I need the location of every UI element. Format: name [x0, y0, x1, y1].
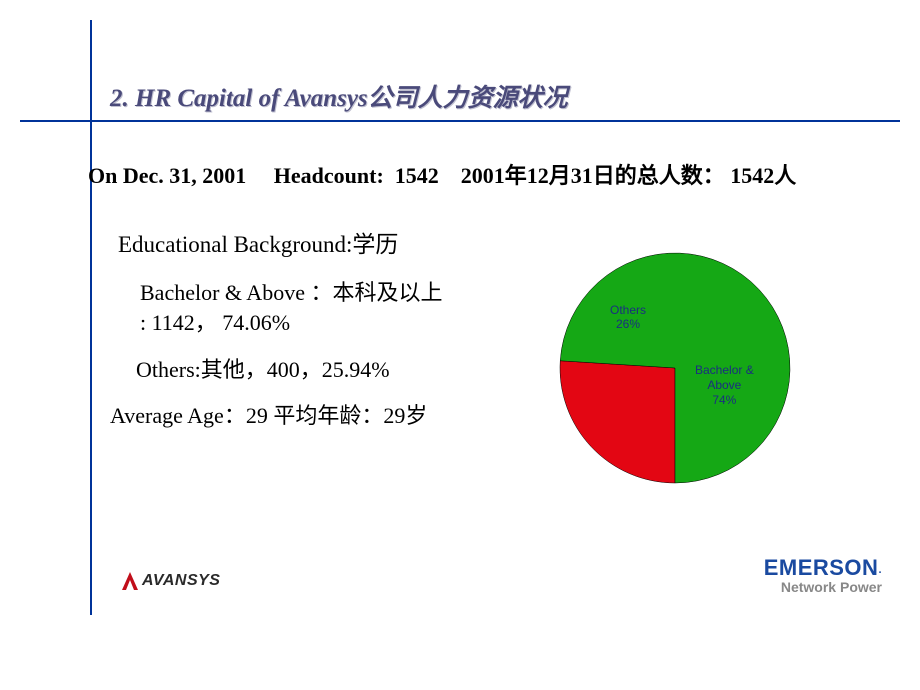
- slide-title: 2. HR Capital of Avansys公司人力资源状况: [110, 78, 568, 114]
- pie-label-bachelor: Bachelor & Above 74%: [695, 363, 754, 408]
- pie-label-bachelor-l2: Above: [695, 378, 754, 393]
- pie-svg: [555, 248, 795, 488]
- emerson-logo-main: EMERSON.: [764, 555, 882, 581]
- bachelor-text-line1: Bachelor & Above ：本科及以上: [140, 275, 442, 307]
- vertical-rule: [90, 20, 92, 615]
- education-pie-chart: Others 26% Bachelor & Above 74%: [555, 248, 795, 493]
- pie-label-others-name: Others: [610, 303, 646, 317]
- others-text: Others:其他，400，25.94%: [136, 352, 390, 384]
- pie-label-others: Others 26%: [610, 303, 646, 332]
- pie-label-bachelor-pct: 74%: [695, 393, 754, 408]
- pie-label-others-pct: 26%: [610, 317, 646, 331]
- education-heading: Educational Background:学历: [118, 225, 398, 259]
- headcount-headline: On Dec. 31, 2001 Headcount: 1542 2001年12…: [88, 158, 796, 190]
- pie-label-bachelor-l1: Bachelor &: [695, 363, 754, 378]
- emerson-logo: EMERSON. Network Power: [764, 555, 882, 595]
- average-age-text: Average Age：29 平均年龄：29岁: [110, 398, 427, 430]
- avansys-logo-icon: [120, 570, 140, 592]
- avansys-logo: AVANSYS: [120, 570, 220, 592]
- avansys-logo-text: AVANSYS: [142, 572, 220, 590]
- emerson-logo-sub: Network Power: [764, 579, 882, 595]
- horizontal-rule: [20, 120, 900, 122]
- bachelor-text-line2: : 1142， 74.06%: [140, 305, 290, 337]
